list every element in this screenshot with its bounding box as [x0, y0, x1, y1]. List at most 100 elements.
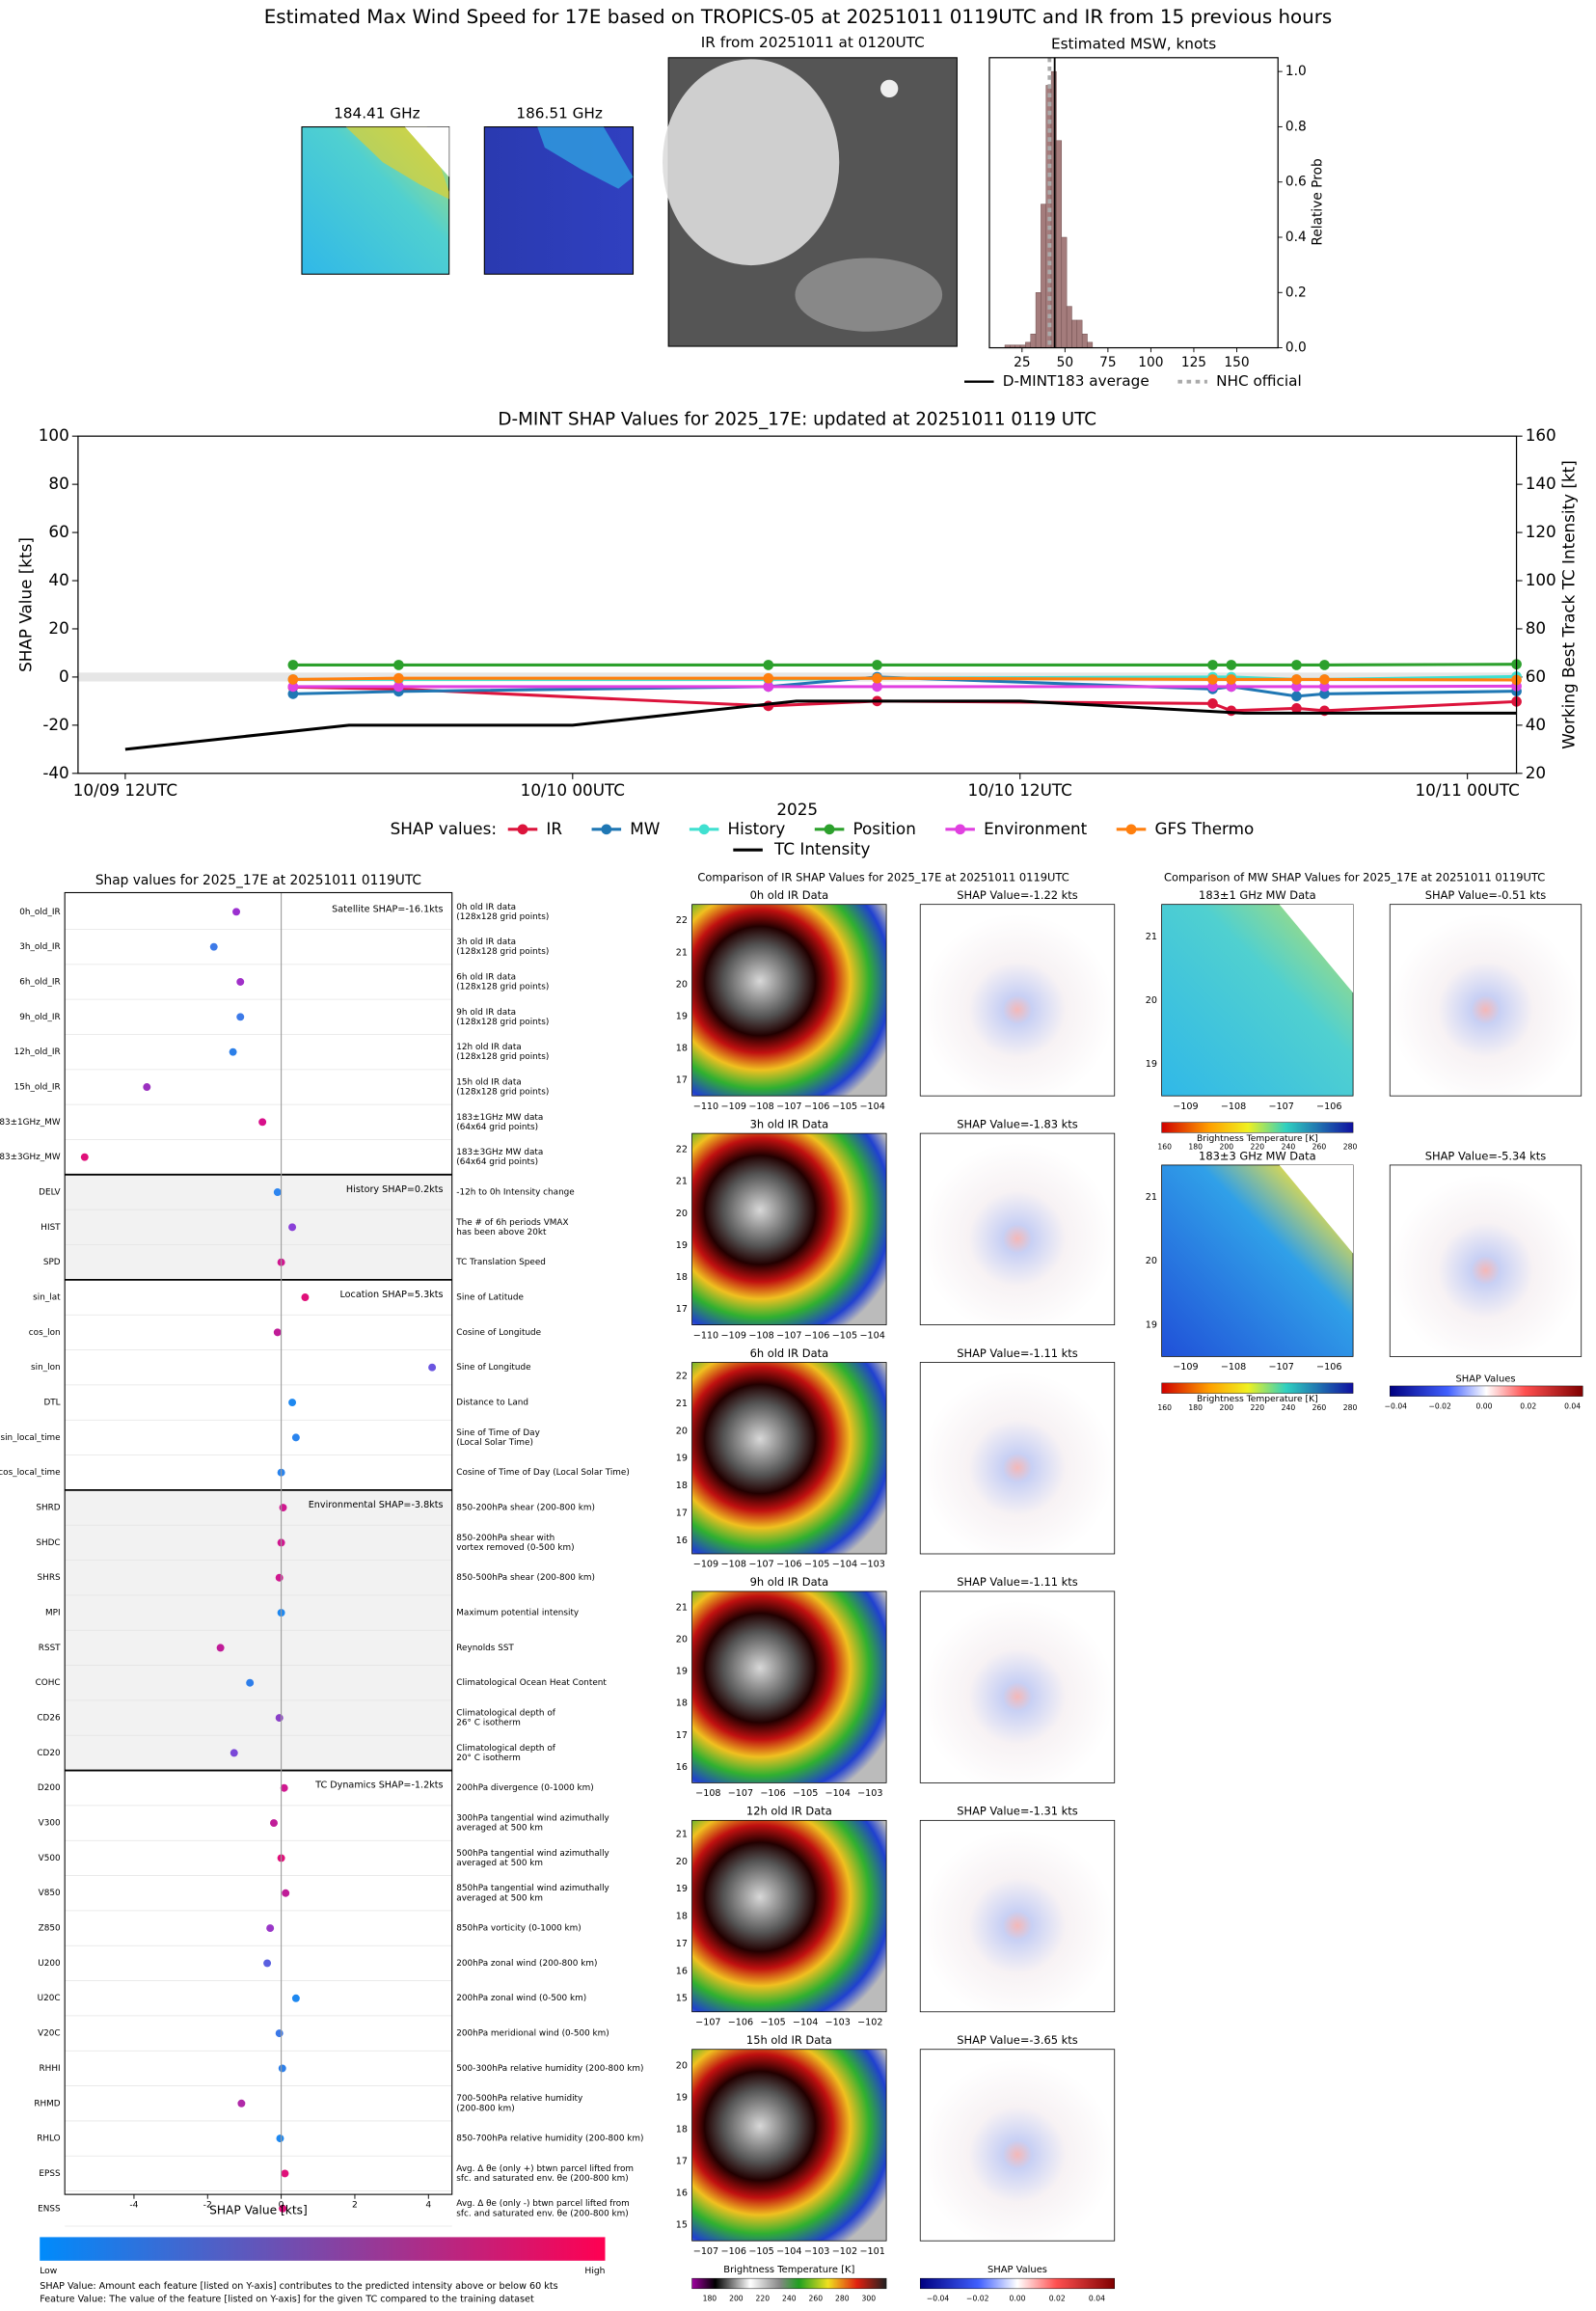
legend-label: MW — [630, 819, 660, 838]
lat-tick-label: 22 — [676, 915, 688, 926]
feature-name: DELV — [39, 1188, 60, 1198]
x-tick-label: 2 — [352, 2199, 358, 2210]
lat-tick-label: 19 — [1146, 1059, 1157, 1070]
y2-tick-label: 160 — [1526, 425, 1556, 445]
series-marker — [1319, 681, 1330, 693]
colorbar-title: Brightness Temperature [K] — [723, 2265, 854, 2275]
lat-tick-label: 20 — [1146, 1256, 1157, 1266]
feature-description: 12h old IR data — [456, 1043, 521, 1052]
colorbar-tick-label: −0.04 — [927, 2295, 950, 2303]
lat-tick-label: 20 — [1146, 995, 1157, 1006]
feature-description: (128x128 grid points) — [456, 983, 549, 992]
lon-tick-label: −106 — [760, 1788, 785, 1799]
lat-tick-label: 21 — [1146, 932, 1157, 942]
feature-description: 850-200hPa shear with — [456, 1534, 555, 1543]
feature-name: COHC — [36, 1678, 61, 1688]
feature-name: RHHI — [40, 2064, 61, 2074]
feature-description: 300hPa tangential wind azimuthally — [456, 1814, 609, 1824]
feature-description: 15h old IR data — [456, 1077, 521, 1087]
lon-tick-label: −105 — [760, 2017, 785, 2027]
feature-description: vortex removed (0-500 km) — [456, 1543, 574, 1553]
panel-title: SHAP Value=-1.31 kts — [957, 1805, 1078, 1818]
colorbar-tick-label: 260 — [1312, 1403, 1327, 1412]
section-title: Comparison of MW SHAP Values for 2025_17… — [1164, 871, 1545, 884]
y2-tick-label: 60 — [1526, 666, 1546, 686]
lon-tick-label: −104 — [860, 1330, 885, 1341]
y-tick-label: 80 — [48, 474, 68, 493]
x-tick-label: 125 — [1181, 355, 1206, 370]
y2-tick-label: 140 — [1526, 474, 1556, 493]
plot-frame — [77, 435, 1518, 775]
series-line — [292, 676, 1517, 682]
feature-description: 183±1GHz MW data — [456, 1113, 543, 1123]
feature-name: RSST — [39, 1644, 61, 1653]
series-marker — [1319, 674, 1330, 685]
dot — [288, 1223, 297, 1232]
x-tick-label: 10/09 12UTC — [73, 780, 177, 800]
plot-frame — [988, 57, 1279, 349]
feature-description: 200hPa zonal wind (200-800 km) — [456, 1959, 597, 1969]
bar — [1081, 334, 1088, 348]
dot — [273, 1188, 282, 1196]
legend-marker — [955, 824, 965, 835]
feature-name: DTL — [43, 1399, 60, 1408]
x-tick-label: 25 — [1014, 355, 1030, 370]
y-tick-label: 0.6 — [1285, 175, 1307, 190]
feature-name: CD20 — [37, 1749, 61, 1758]
feature-name: U200 — [38, 1959, 61, 1969]
panel-title: SHAP Value=-1.11 kts — [957, 1346, 1078, 1360]
panel-title: SHAP Value=-3.65 kts — [957, 2033, 1078, 2047]
panel-title: SHAP Value=-1.11 kts — [957, 1575, 1078, 1589]
colorbar-tick-label: 180 — [703, 2295, 717, 2303]
feature-name: EPSS — [39, 2169, 61, 2179]
dot — [275, 1573, 284, 1582]
lon-tick-label: −101 — [860, 2246, 885, 2257]
bar — [1025, 341, 1031, 348]
feature-description: 500-300hPa relative humidity (200-800 km… — [456, 2064, 643, 2074]
colorbar-title: SHAP Values — [1455, 1373, 1515, 1384]
legend-label: IR — [546, 819, 562, 838]
lat-tick-label: 17 — [676, 1939, 688, 1949]
lon-tick-label: −106 — [804, 1330, 829, 1341]
colorbar-tick-label: 160 — [1157, 1403, 1172, 1412]
y-axis-label: SHAP Value [kts] — [15, 537, 35, 672]
y-tick-label: 20 — [48, 618, 68, 638]
feature-name: 3h_old_IR — [19, 942, 60, 952]
feature-description: Sine of Longitude — [456, 1363, 530, 1373]
lat-tick-label: 17 — [676, 1730, 688, 1741]
lat-tick-label: 18 — [676, 1912, 688, 1922]
feature-description: 0h old IR data — [456, 903, 516, 912]
lat-tick-label: 20 — [676, 1635, 688, 1645]
series-line — [124, 699, 1517, 751]
y-tick-label: -20 — [42, 715, 68, 734]
legend-label: Environment — [984, 819, 1088, 838]
colorbar-tick-label: 0.02 — [1520, 1401, 1536, 1410]
x-tick-label: 75 — [1099, 355, 1116, 370]
feature-name: ENSS — [38, 2204, 61, 2214]
colorbar-tick-label: 280 — [835, 2295, 850, 2303]
colorbar — [919, 2277, 1115, 2290]
dot — [80, 1153, 89, 1161]
feature-description: 850-200hPa shear (200-800 km) — [456, 1504, 595, 1513]
series-marker — [393, 660, 404, 670]
feature-description: Climatological depth of — [456, 1744, 555, 1754]
lat-tick-label: 20 — [676, 2060, 688, 2071]
x-tick-label: 150 — [1224, 355, 1249, 370]
group-label: Environmental SHAP=-3.8kts — [309, 1500, 444, 1510]
feature-description: (200-800 km) — [456, 2104, 514, 2113]
lon-tick-label: −106 — [1316, 1101, 1341, 1112]
dot — [288, 1399, 297, 1407]
dot — [232, 908, 241, 916]
lon-tick-label: −107 — [1268, 1362, 1293, 1373]
group-label: Satellite SHAP=-16.1kts — [332, 904, 443, 914]
lon-tick-label: −107 — [748, 1560, 773, 1570]
feature-name: 0h_old_IR — [19, 908, 60, 917]
legend-label: NHC official — [1216, 372, 1302, 390]
feature-name: Z850 — [39, 1924, 61, 1934]
feature-description: Distance to Land — [456, 1399, 528, 1408]
y2-tick-label: 40 — [1526, 715, 1546, 734]
bar — [1035, 292, 1041, 348]
dot — [278, 2064, 286, 2073]
y-tick-label: 0.2 — [1285, 285, 1307, 300]
shap-image — [919, 2049, 1116, 2242]
